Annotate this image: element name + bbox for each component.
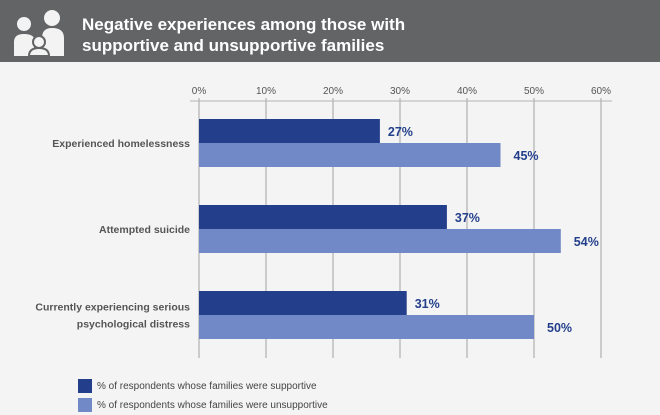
data-label: 27% xyxy=(388,125,413,139)
header: Negative experiences among those with su… xyxy=(0,0,660,62)
x-tick-label: 20% xyxy=(323,86,343,97)
x-tick-label: 30% xyxy=(390,86,410,97)
category-label: Currently experiencing serious xyxy=(35,302,190,314)
x-tick-label: 10% xyxy=(256,86,276,97)
x-tick-label: 50% xyxy=(524,86,544,97)
title-line-1: Negative experiences among those with xyxy=(82,15,406,34)
family-icon xyxy=(14,10,64,56)
legend-swatch-unsupportive xyxy=(78,398,92,412)
data-label: 31% xyxy=(415,297,440,311)
bar-unsupportive xyxy=(199,315,534,339)
title-line-2: supportive and unsupportive families xyxy=(82,36,385,55)
x-tick-label: 40% xyxy=(457,86,477,97)
legend-unsupportive: % of respondents whose families were uns… xyxy=(78,398,328,412)
x-tick-label: 0% xyxy=(192,86,207,97)
chart-title: Negative experiences among those with su… xyxy=(82,14,405,56)
bar-chart: 0% 10% 20% 30% 40% 50% 60% Experienced homeless… xyxy=(35,86,612,358)
category-label: Experienced homelessness xyxy=(52,138,190,150)
legend-swatch-supportive xyxy=(78,379,92,393)
data-label: 54% xyxy=(574,235,599,249)
bar-supportive xyxy=(199,291,407,315)
bar-unsupportive xyxy=(199,143,501,167)
legend-label-supportive: % of respondents whose families were sup… xyxy=(97,380,317,392)
category-label: psychological distress xyxy=(77,319,190,331)
x-tick-label: 60% xyxy=(591,86,611,97)
bar-unsupportive xyxy=(199,229,561,253)
bar-supportive xyxy=(199,205,447,229)
legend-label-unsupportive: % of respondents whose families were uns… xyxy=(97,399,328,411)
data-label: 37% xyxy=(455,211,480,225)
bar-supportive xyxy=(199,119,380,143)
data-label: 45% xyxy=(514,149,539,163)
legend-supportive: % of respondents whose families were sup… xyxy=(78,379,317,393)
category-label: Attempted suicide xyxy=(99,224,190,236)
data-label: 50% xyxy=(547,321,572,335)
